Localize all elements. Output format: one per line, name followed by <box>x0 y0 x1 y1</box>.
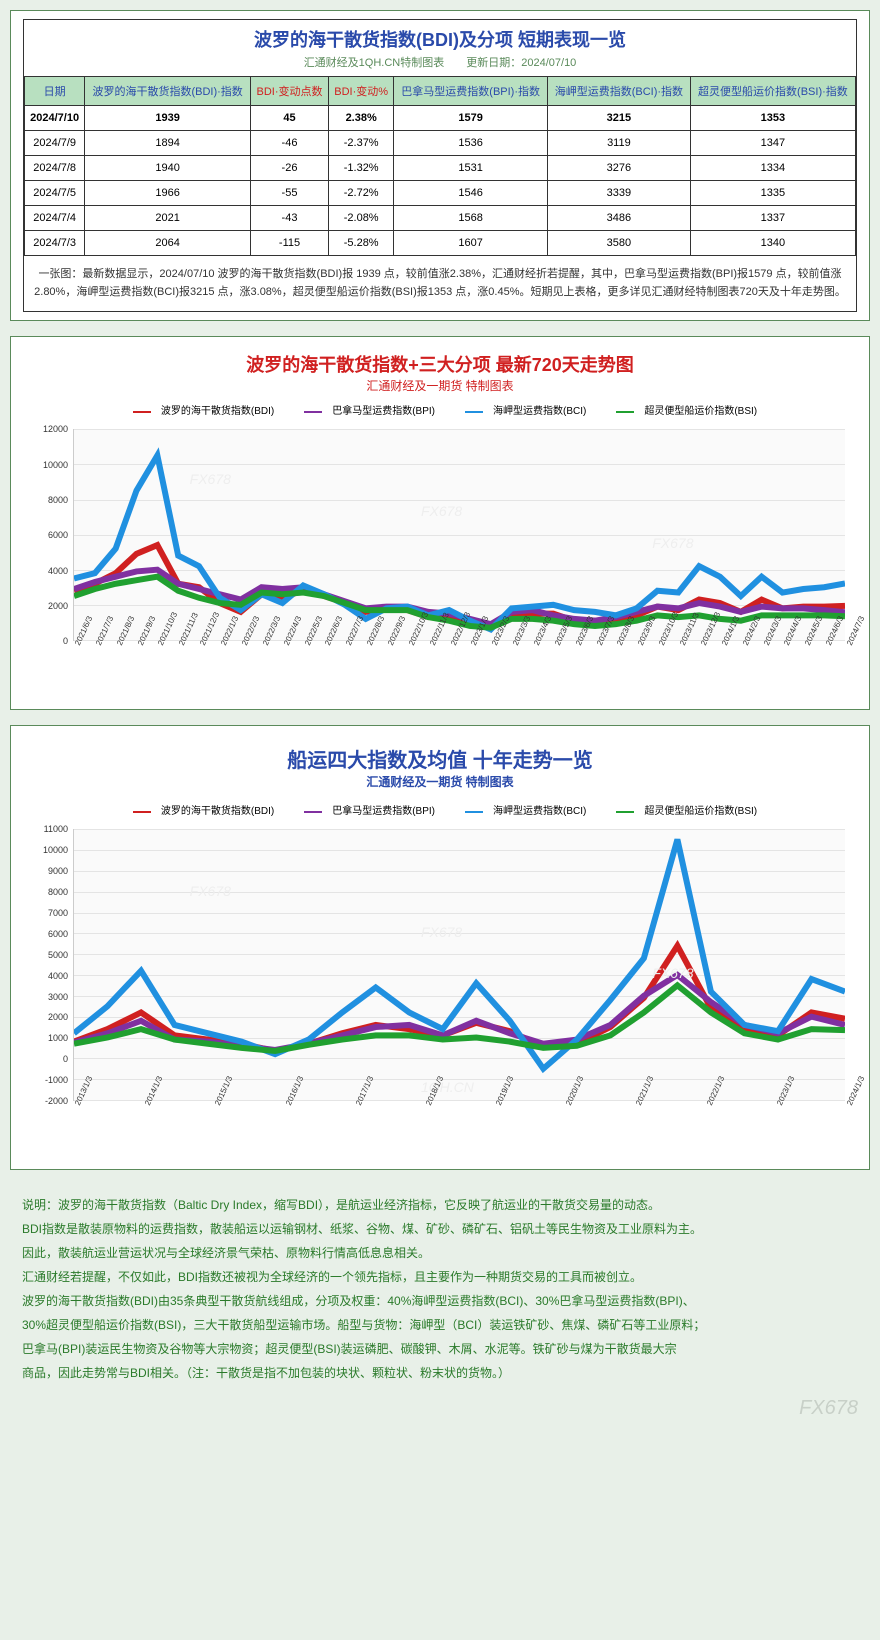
y-axis-label: 8000 <box>23 887 68 897</box>
footer-watermark: FX678 <box>10 1393 870 1424</box>
y-axis-label: 10000 <box>23 460 68 470</box>
col-header: 日期 <box>25 77 85 106</box>
watermark: FX678 <box>421 924 462 940</box>
note-line: 说明：波罗的海干散货指数（Baltic Dry Index，缩写BDI），是航运… <box>22 1193 858 1217</box>
table-row: 2024/7/51966-55-2.72%154633391335 <box>25 181 856 206</box>
table-row: 2024/7/81940-26-1.32%153132761334 <box>25 156 856 181</box>
legend-item: 超灵便型船运价指数(BSI) <box>606 806 757 817</box>
y-axis-label: -1000 <box>23 1075 68 1085</box>
chart1-subtitle: 汇通财经及一期货 特制图表 <box>23 377 857 398</box>
legend-item: 波罗的海干散货指数(BDI) <box>123 406 274 417</box>
table-row: 2024/7/32064-115-5.28%160735801340 <box>25 231 856 256</box>
y-axis-label: 10000 <box>23 845 68 855</box>
table-row: 2024/7/101939452.38%157932151353 <box>25 106 856 131</box>
legend-item: 海岬型运费指数(BCI) <box>455 806 586 817</box>
note-line: 汇通财经若提醒，不仅如此，BDI指数还被视为全球经济的一个领先指标，且主要作为一… <box>22 1265 858 1289</box>
col-header: 海岬型运费指数(BCI)·指数 <box>547 77 690 106</box>
table-row: 2024/7/42021-43-2.08%156834861337 <box>25 206 856 231</box>
note-line: BDI指数是散装原物料的运费指数，散装船运以运输钢材、纸浆、谷物、煤、矿砂、磷矿… <box>22 1217 858 1241</box>
chart2-plot: FX678FX678FX6781QH.CN 2013/1/32014/1/320… <box>23 821 857 1161</box>
chart2-title: 船运四大指数及均值 十年走势一览 <box>23 734 857 773</box>
chart1-title: 波罗的海干散货指数+三大分项 最新720天走势图 <box>23 345 857 377</box>
y-axis-label: 6000 <box>23 929 68 939</box>
legend-item: 海岬型运费指数(BCI) <box>455 406 586 417</box>
y-axis-label: 11000 <box>23 824 68 834</box>
watermark: FX678 <box>421 503 462 519</box>
y-axis-label: 2000 <box>23 601 68 611</box>
note-line: 巴拿马(BPI)装运民生物资及谷物等大宗物资；超灵便型(BSI)装运磷肥、碳酸钾… <box>22 1337 858 1361</box>
y-axis-label: 8000 <box>23 495 68 505</box>
legend-item: 巴拿马型运费指数(BPI) <box>294 406 435 417</box>
y-axis-label: 0 <box>23 636 68 646</box>
y-axis-label: 4000 <box>23 971 68 981</box>
y-axis-label: 7000 <box>23 908 68 918</box>
legend-item: 超灵便型船运价指数(BSI) <box>606 406 757 417</box>
watermark: FX678 <box>190 471 231 487</box>
legend-item: 波罗的海干散货指数(BDI) <box>123 806 274 817</box>
chart1-plot: FX678FX678FX678 2021/6/32021/7/32021/8/3… <box>23 421 857 701</box>
y-axis-label: 4000 <box>23 566 68 576</box>
y-axis-label: 3000 <box>23 992 68 1002</box>
chart1-panel: 波罗的海干散货指数+三大分项 最新720天走势图 汇通财经及一期货 特制图表 波… <box>10 336 870 710</box>
table-caption: 一张图：最新数据显示，2024/07/10 波罗的海干散货指数(BDI)报 19… <box>24 256 856 311</box>
note-line: 波罗的海干散货指数(BDI)由35条典型干散货航线组成，分项及权重：40%海岬型… <box>22 1289 858 1313</box>
y-axis-label: 0 <box>23 1054 68 1064</box>
watermark: FX678 <box>190 883 231 899</box>
chart2-subtitle: 汇通财经及一期货 特制图表 <box>23 773 857 798</box>
y-axis-label: 1000 <box>23 1033 68 1043</box>
watermark: FX678 <box>652 535 693 551</box>
table-panel: 波罗的海干散货指数(BDI)及分项 短期表现一览 汇通财经及1QH.CN特制图表… <box>10 10 870 321</box>
table-title: 波罗的海干散货指数(BDI)及分项 短期表现一览 <box>24 20 856 54</box>
chart2-legend: 波罗的海干散货指数(BDI) 巴拿马型运费指数(BPI) 海岬型运费指数(BCI) 超… <box>23 798 857 821</box>
explanation-notes: 说明：波罗的海干散货指数（Baltic Dry Index，缩写BDI），是航运… <box>10 1185 870 1393</box>
series-bdi <box>74 946 845 1051</box>
y-axis-label: 2000 <box>23 1012 68 1022</box>
col-header: BDI·变动点数 <box>251 77 329 106</box>
y-axis-label: 12000 <box>23 424 68 434</box>
col-header: 超灵便型船运价指数(BSI)·指数 <box>690 77 855 106</box>
y-axis-label: -2000 <box>23 1096 68 1106</box>
table-subtitle: 汇通财经及1QH.CN特制图表 更新日期：2024/07/10 <box>24 54 856 76</box>
legend-item: 巴拿马型运费指数(BPI) <box>294 806 435 817</box>
table-row: 2024/7/91894-46-2.37%153631191347 <box>25 131 856 156</box>
chart2-panel: 船运四大指数及均值 十年走势一览 汇通财经及一期货 特制图表 波罗的海干散货指数… <box>10 725 870 1170</box>
col-header: 巴拿马型运费指数(BPI)·指数 <box>394 77 548 106</box>
watermark: FX678 <box>652 965 693 981</box>
col-header: BDI·变动% <box>329 77 394 106</box>
note-line: 因此，散装航运业营运状况与全球经济景气荣枯、原物料行情高低息息相关。 <box>22 1241 858 1265</box>
col-header: 波罗的海干散货指数(BDI)·指数 <box>85 77 251 106</box>
chart1-legend: 波罗的海干散货指数(BDI) 巴拿马型运费指数(BPI) 海岬型运费指数(BCI) 超… <box>23 398 857 421</box>
y-axis-label: 5000 <box>23 950 68 960</box>
note-line: 30%超灵便型船运价指数(BSI)，三大干散货船型运输市场。船型与货物：海岬型（… <box>22 1313 858 1337</box>
y-axis-label: 9000 <box>23 866 68 876</box>
bdi-table: 日期波罗的海干散货指数(BDI)·指数BDI·变动点数BDI·变动%巴拿马型运费… <box>24 76 856 256</box>
x-axis-label: 2024/1/3 <box>845 1075 880 1127</box>
y-axis-label: 6000 <box>23 530 68 540</box>
note-line: 商品，因此走势常与BDI相关。（注：干散货是指不加包装的块状、颗粒状、粉末状的货… <box>22 1361 858 1385</box>
